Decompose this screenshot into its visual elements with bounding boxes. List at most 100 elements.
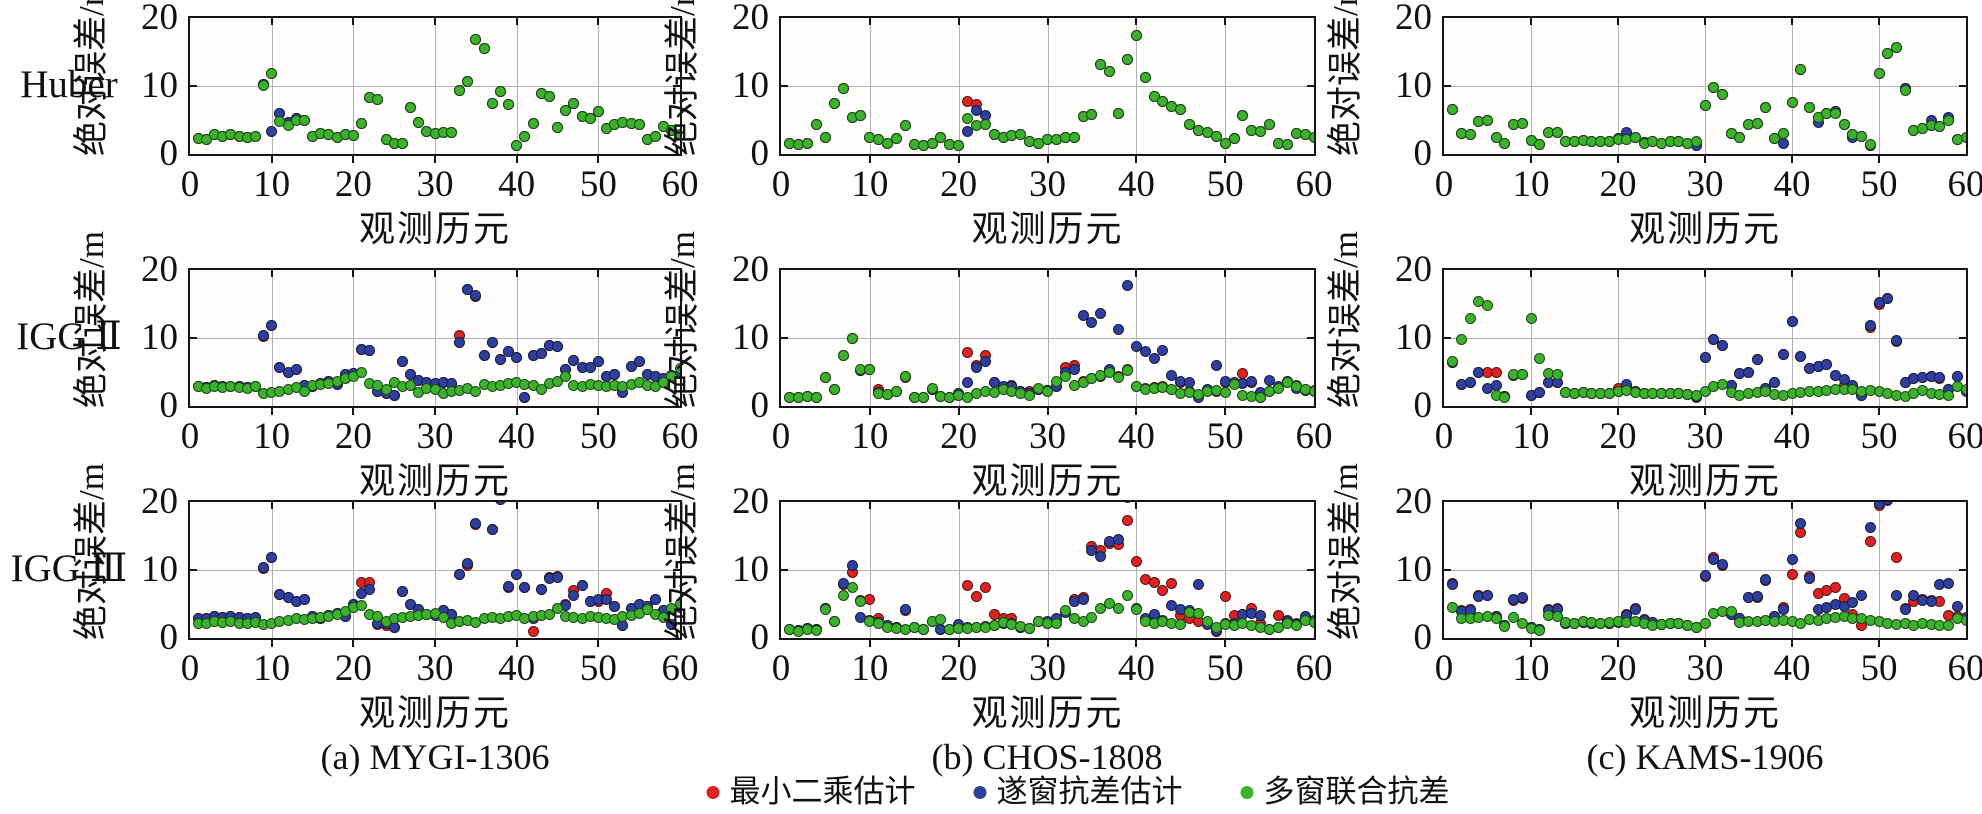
data-point-ls bbox=[1786, 569, 1798, 581]
data-point-window-robust bbox=[1769, 377, 1781, 389]
tick-mark bbox=[1791, 640, 1793, 647]
data-point-multiwindow-robust bbox=[486, 97, 498, 109]
x-tick-label: 60 bbox=[1295, 164, 1333, 205]
tick-mark bbox=[352, 640, 355, 647]
tick-mark bbox=[434, 640, 436, 647]
tick-mark bbox=[1617, 408, 1619, 415]
data-point-multiwindow-robust bbox=[1095, 58, 1107, 70]
data-point-window-robust bbox=[1699, 569, 1711, 581]
data-point-multiwindow-robust bbox=[828, 97, 840, 109]
data-point-multiwindow-robust bbox=[1015, 128, 1027, 140]
x-tick-label: 40 bbox=[498, 164, 536, 205]
data-point-multiwindow-robust bbox=[1551, 368, 1563, 380]
plot-huber-mygi bbox=[188, 16, 682, 156]
tick-mark bbox=[958, 18, 960, 25]
data-point-multiwindow-robust bbox=[1699, 617, 1711, 629]
data-point-window-robust bbox=[1473, 366, 1485, 378]
tick-mark bbox=[352, 270, 354, 277]
gridline-horizontal bbox=[1444, 86, 1966, 87]
data-point-multiwindow-robust bbox=[454, 84, 465, 96]
data-point-multiwindow-robust bbox=[1786, 96, 1798, 108]
x-tick-label: 50 bbox=[579, 416, 617, 457]
data-point-multiwindow-robust bbox=[1104, 66, 1116, 78]
data-point-multiwindow-robust bbox=[802, 138, 814, 150]
data-point-window-robust bbox=[1464, 377, 1476, 389]
data-point-window-robust bbox=[1890, 334, 1902, 346]
data-point-window-robust bbox=[650, 594, 661, 606]
data-point-multiwindow-robust bbox=[258, 79, 269, 91]
x-tick-label: 40 bbox=[498, 416, 536, 457]
data-point-window-robust bbox=[503, 580, 514, 592]
y-tick-label: 10 bbox=[1395, 549, 1432, 590]
data-point-multiwindow-robust bbox=[935, 614, 947, 626]
data-point-multiwindow-robust bbox=[979, 118, 991, 130]
data-point-multiwindow-robust bbox=[1139, 72, 1151, 84]
data-point-multiwindow-robust bbox=[890, 132, 902, 144]
data-point-multiwindow-robust bbox=[266, 67, 278, 79]
x-tick-label: 10 bbox=[253, 164, 291, 205]
data-point-multiwindow-robust bbox=[828, 616, 840, 628]
data-point-multiwindow-robust bbox=[1516, 368, 1528, 380]
y-tick-label: 20 bbox=[732, 481, 769, 522]
data-point-multiwindow-robust bbox=[837, 350, 849, 362]
data-point-multiwindow-robust bbox=[1068, 132, 1080, 144]
data-point-multiwindow-robust bbox=[811, 119, 823, 131]
data-point-window-robust bbox=[592, 356, 604, 368]
tick-mark bbox=[434, 270, 436, 277]
tick-mark bbox=[271, 18, 273, 25]
y-tick-label: 10 bbox=[141, 65, 178, 106]
x-tick-label: 10 bbox=[851, 416, 889, 457]
data-point-multiwindow-robust bbox=[633, 119, 645, 131]
data-point-multiwindow-robust bbox=[953, 139, 965, 151]
y-axis-label: 绝对误差/m bbox=[1326, 463, 1365, 640]
data-point-window-robust bbox=[568, 589, 580, 601]
data-point-window-robust bbox=[576, 580, 588, 592]
y-axis-label: 绝对误差/m bbox=[72, 0, 111, 156]
data-point-window-robust bbox=[486, 336, 498, 348]
data-point-multiwindow-robust bbox=[1482, 115, 1493, 127]
x-tick-label: 20 bbox=[1599, 416, 1637, 457]
data-point-multiwindow-robust bbox=[470, 34, 482, 46]
data-point-window-robust bbox=[1095, 308, 1107, 320]
data-point-window-robust bbox=[298, 594, 310, 606]
x-tick-label: 50 bbox=[1206, 416, 1244, 457]
data-point-multiwindow-robust bbox=[445, 127, 457, 139]
tick-mark bbox=[352, 408, 355, 415]
tick-mark bbox=[270, 640, 273, 647]
data-point-multiwindow-robust bbox=[249, 130, 261, 142]
tick-mark bbox=[270, 156, 273, 163]
data-point-multiwindow-robust bbox=[917, 391, 929, 403]
y-tick-label: 20 bbox=[141, 249, 178, 290]
data-point-window-robust bbox=[364, 345, 376, 357]
data-point-window-robust bbox=[266, 319, 278, 331]
data-point-ls bbox=[962, 580, 974, 592]
data-point-multiwindow-robust bbox=[356, 367, 367, 379]
data-point-window-robust bbox=[454, 337, 465, 349]
data-point-multiwindow-robust bbox=[1121, 53, 1133, 65]
tick-mark bbox=[515, 408, 518, 415]
data-point-multiwindow-robust bbox=[846, 332, 858, 344]
data-point-window-robust bbox=[1534, 386, 1546, 398]
data-point-multiwindow-robust bbox=[568, 98, 580, 110]
caption-b: (b) CHOS-1808 bbox=[931, 737, 1163, 777]
data-point-multiwindow-robust bbox=[1113, 602, 1125, 614]
data-point-multiwindow-robust bbox=[552, 121, 563, 133]
x-tick-label: 40 bbox=[1117, 164, 1155, 205]
data-point-window-robust bbox=[1113, 533, 1125, 545]
data-point-window-robust bbox=[266, 126, 278, 138]
gridline-horizontal bbox=[781, 338, 1314, 339]
data-point-multiwindow-robust bbox=[1699, 99, 1711, 111]
data-point-window-robust bbox=[1821, 359, 1833, 371]
data-point-multiwindow-robust bbox=[592, 105, 604, 117]
data-point-window-robust bbox=[1751, 354, 1763, 366]
data-point-window-robust bbox=[1951, 370, 1963, 382]
data-point-window-robust bbox=[1795, 350, 1807, 362]
data-point-window-robust bbox=[1716, 559, 1728, 571]
data-point-multiwindow-robust bbox=[1281, 138, 1293, 150]
tick-mark bbox=[190, 85, 197, 87]
legend-label-window-robust: 遂窗抗差估计 bbox=[996, 774, 1183, 809]
y-tick-label: 20 bbox=[732, 0, 769, 38]
row-label-huber: Huber bbox=[20, 63, 118, 106]
tick-mark bbox=[1224, 156, 1227, 163]
tick-mark bbox=[1444, 85, 1451, 87]
